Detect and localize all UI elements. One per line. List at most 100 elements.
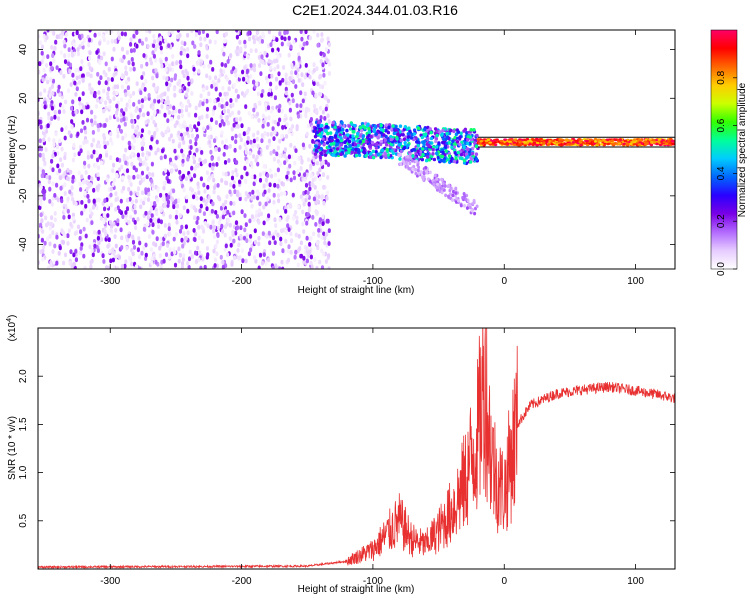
spectrogram-cell <box>316 32 320 38</box>
spectrogram-cell <box>178 228 183 234</box>
spectrogram-cell <box>384 143 389 147</box>
spectrogram-cell <box>164 56 168 62</box>
spectrogram-y-tick-label: 0 <box>18 144 29 150</box>
spectrogram-cell <box>318 105 323 111</box>
spectrogram-cell <box>277 108 281 113</box>
spectrogram-cell <box>172 105 176 111</box>
spectrogram-cell <box>281 77 285 83</box>
spectrogram-cell <box>71 111 75 117</box>
spectrogram-cell <box>90 211 94 217</box>
spectrogram-cell <box>80 109 84 115</box>
spectrogram-cell <box>120 97 124 103</box>
spectrogram-cell <box>150 136 154 142</box>
spectrogram-cell <box>38 40 43 46</box>
spectrogram-cell <box>370 140 375 145</box>
spectrogram-cell <box>323 240 327 246</box>
spectrogram-cell <box>421 177 425 181</box>
spectrogram-cell <box>120 245 124 250</box>
spectrogram-cell <box>231 170 235 175</box>
spectrogram-cell <box>56 151 60 156</box>
spectrogram-cell <box>376 152 380 156</box>
spectrogram-cell <box>211 201 215 207</box>
spectrogram-cell <box>167 226 171 232</box>
spectrogram-cell <box>300 72 304 78</box>
spectrogram-cell <box>82 38 86 43</box>
spectrogram-cell <box>62 260 66 266</box>
spectrogram-cell <box>243 65 247 71</box>
spectrogram-cell <box>447 141 452 145</box>
spectrogram-cell <box>294 210 298 215</box>
spectrogram-cell <box>301 98 305 104</box>
spectrogram-cell <box>201 30 205 34</box>
spectrogram-cell <box>258 172 262 178</box>
spectrogram-cell <box>254 48 258 53</box>
spectrogram-cell <box>220 47 224 53</box>
spectrogram-cell <box>197 190 201 196</box>
spectrogram-cell <box>327 71 331 76</box>
spectrogram-cell <box>254 213 258 219</box>
spectrogram-cell <box>156 95 160 100</box>
spectrogram-cell <box>305 40 309 46</box>
spectrogram-cell <box>599 143 604 146</box>
spectrogram-cell <box>199 176 203 182</box>
spectrogram-cell <box>276 64 280 70</box>
spectrogram-cell <box>136 216 140 222</box>
spectrogram-cell <box>288 107 292 113</box>
spectrogram-cell <box>280 228 284 234</box>
spectrogram-cell <box>137 99 141 105</box>
spectrogram-cell <box>278 153 282 159</box>
spectrogram-cell <box>43 160 47 166</box>
spectrogram-cell <box>88 208 93 213</box>
spectrogram-cell <box>412 132 417 136</box>
spectrogram-cell <box>351 134 355 138</box>
spectrogram-cell <box>312 231 316 237</box>
spectrogram-cell <box>82 226 86 232</box>
spectrogram-cell <box>160 49 164 55</box>
spectrogram-cell <box>397 143 401 147</box>
spectrogram-cell <box>305 131 309 137</box>
spectrogram-y-tick-label: -20 <box>18 188 29 203</box>
spectrogram-cell <box>267 73 272 79</box>
spectrogram-cell <box>266 105 271 111</box>
spectrogram-cell <box>63 191 67 196</box>
spectrogram-cell <box>168 82 172 88</box>
spectrogram-cell <box>197 30 201 36</box>
spectrogram-cell <box>124 210 128 215</box>
spectrogram-cell <box>205 246 209 251</box>
spectrogram-cell <box>136 191 140 197</box>
spectrogram-cell <box>100 55 104 61</box>
spectrogram-cell <box>138 240 142 246</box>
spectrogram-cell <box>289 142 293 148</box>
spectrogram-cell <box>127 98 132 104</box>
spectrogram-cell <box>202 126 206 132</box>
spectrogram-cell <box>38 145 42 151</box>
spectrogram-cell <box>81 77 85 83</box>
spectrogram-cell <box>140 104 144 109</box>
spectrogram-cell <box>71 157 75 163</box>
spectrogram-cell <box>116 205 120 211</box>
spectrogram-cell <box>152 43 156 48</box>
spectrogram-cell <box>420 135 424 140</box>
spectrogram-cell <box>340 121 344 125</box>
spectrogram-cell <box>125 197 130 203</box>
spectrogram-cell <box>182 131 187 137</box>
spectrogram-cell <box>55 234 59 240</box>
spectrogram-cell <box>150 161 154 167</box>
spectrogram-cell <box>190 204 194 209</box>
spectrogram-cell <box>339 138 344 143</box>
spectrogram-cell <box>264 177 268 183</box>
colorbar-tick-label: 0.8 <box>716 70 727 84</box>
spectrogram-cell <box>299 240 303 246</box>
spectrogram-cell <box>102 69 106 75</box>
spectrogram-cell <box>70 119 74 124</box>
spectrogram-cell <box>320 123 324 128</box>
spectrogram-cell <box>132 102 136 107</box>
spectrogram-cell <box>334 143 339 147</box>
spectrogram-cell <box>459 203 463 208</box>
spectrogram-cell <box>234 168 238 173</box>
spectrogram-cell <box>260 138 264 144</box>
spectrogram-cell <box>232 210 236 216</box>
spectrogram-cell <box>63 182 67 188</box>
spectrogram-cell <box>97 80 101 86</box>
spectrogram-cell <box>79 229 83 235</box>
